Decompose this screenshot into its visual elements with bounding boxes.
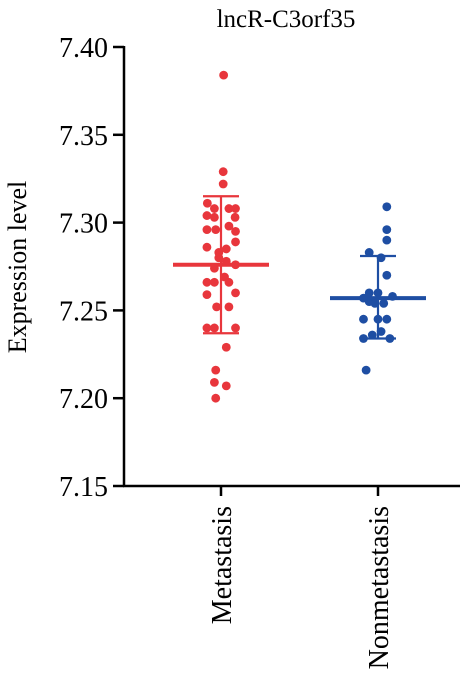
- data-point: [379, 298, 389, 308]
- data-point: [212, 302, 222, 312]
- data-point: [230, 212, 240, 222]
- data-point: [367, 330, 377, 340]
- data-point: [382, 235, 392, 245]
- chart-title: lncR-C3orf35: [217, 6, 356, 33]
- data-point: [202, 211, 212, 220]
- data-point: [231, 204, 240, 213]
- data-point: [224, 204, 234, 213]
- y-tick-label: 7.20: [59, 384, 108, 415]
- data-point: [221, 342, 231, 352]
- data-point: [211, 365, 221, 375]
- y-tick-label: 7.40: [59, 33, 108, 64]
- category-label-nonmetastasis: Nonmetastasis: [364, 506, 395, 669]
- y-tick-label: 7.15: [59, 472, 108, 503]
- data-marks: [173, 70, 426, 403]
- data-point: [202, 290, 212, 299]
- y-tick-label: 7.35: [59, 121, 108, 152]
- y-tick-label: 7.25: [59, 296, 108, 327]
- category-labels: Metastasis Nonmetastasis: [207, 506, 395, 669]
- data-point: [218, 179, 228, 189]
- data-point: [382, 202, 392, 212]
- data-point: [361, 365, 371, 375]
- data-point: [224, 221, 234, 231]
- data-point: [231, 288, 240, 298]
- data-point: [221, 244, 231, 254]
- data-point: [231, 323, 240, 333]
- y-axis-label: Expression level: [3, 181, 32, 354]
- data-point: [202, 242, 212, 252]
- data-point: [382, 314, 392, 324]
- data-point: [202, 323, 212, 333]
- series-metastasis: [173, 70, 269, 403]
- series-nonmetastasis: [330, 202, 426, 375]
- data-point: [218, 167, 228, 177]
- axes: [122, 46, 460, 496]
- data-point: [211, 393, 221, 403]
- data-point: [202, 277, 212, 287]
- category-label-metastasis: Metastasis: [207, 506, 238, 624]
- data-point: [210, 212, 219, 222]
- data-point: [382, 270, 392, 280]
- data-point: [364, 288, 374, 298]
- data-point: [219, 70, 229, 80]
- data-point: [359, 314, 368, 324]
- y-ticks: 7.40 7.35 7.30 7.25 7.20 7.15: [59, 33, 124, 503]
- data-point: [224, 277, 234, 287]
- data-point: [211, 225, 221, 235]
- y-tick-label: 7.30: [59, 209, 108, 240]
- data-point: [202, 225, 212, 235]
- data-point: [202, 198, 212, 208]
- data-point: [224, 302, 234, 312]
- data-point: [210, 377, 219, 387]
- data-point: [231, 237, 240, 247]
- data-point: [210, 323, 219, 333]
- data-point: [231, 226, 240, 236]
- data-point: [210, 204, 219, 213]
- data-point: [221, 381, 231, 391]
- data-point: [210, 277, 219, 287]
- data-point: [364, 248, 374, 257]
- data-point: [382, 225, 392, 235]
